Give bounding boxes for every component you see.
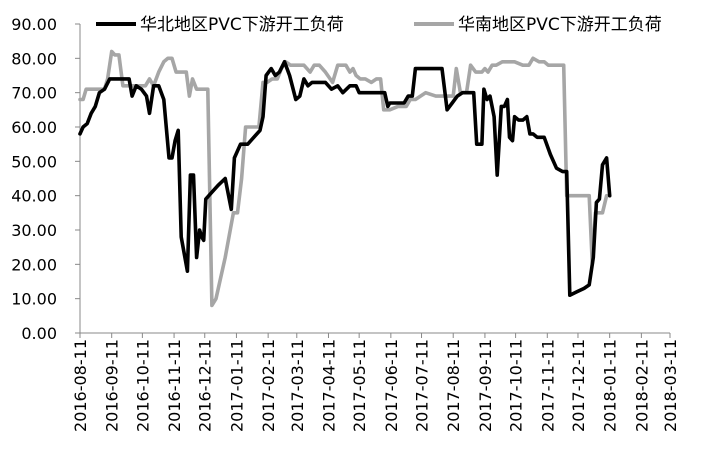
legend-label-north: 华北地区PVC下游开工负荷 [140, 15, 344, 35]
series-line-south [78, 49, 609, 308]
y-tick-label: 20.00 [11, 255, 57, 274]
x-tick-label: 2017-05-11 [350, 339, 369, 432]
x-tick-label: 2016-08-11 [71, 339, 90, 432]
x-tick-label: 2017-12-11 [569, 339, 588, 432]
x-tick-label: 2017-09-11 [476, 339, 495, 432]
x-tick-label: 2018-02-11 [632, 339, 651, 432]
x-tick-label: 2017-04-11 [319, 339, 338, 432]
x-tick-labels: 2016-08-11 2016-09-11 2016-10-11 2016-11-11… [71, 339, 680, 432]
y-tick-label: 10.00 [11, 290, 57, 309]
y-tick-labels: 0.00 10.00 20.00 30.00 40.00 50.00 60.00 70.00 8… [11, 15, 57, 343]
x-tick-label: 2017-10-11 [507, 339, 526, 432]
x-tick-label: 2017-07-11 [413, 339, 432, 432]
x-tick-label: 2017-03-11 [288, 339, 307, 432]
axes [75, 23, 671, 338]
series-line-north [78, 60, 612, 297]
y-tick-label: 90.00 [11, 15, 57, 34]
x-tick-label: 2017-06-11 [382, 339, 401, 432]
series-lines [78, 49, 612, 308]
x-tick-label: 2016-09-11 [103, 339, 122, 432]
x-tick-label: 2018-01-11 [601, 339, 620, 432]
x-tick-label: 2018-03-11 [661, 339, 680, 432]
y-tick-label: 80.00 [11, 49, 57, 68]
y-tick-label: 50.00 [11, 152, 57, 171]
legend: 华北地区PVC下游开工负荷 华南地区PVC下游开工负荷 [96, 15, 662, 35]
y-tick-label: 30.00 [11, 221, 57, 240]
x-tick-label: 2016-10-11 [133, 339, 152, 432]
y-tick-label: 60.00 [11, 118, 57, 137]
y-tick-label: 70.00 [11, 84, 57, 103]
y-tick-label: 0.00 [21, 324, 57, 343]
x-tick-label: 2016-12-11 [196, 339, 215, 432]
y-tick-label: 40.00 [11, 187, 57, 206]
x-tick-label: 2017-11-11 [538, 339, 557, 432]
x-tick-label: 2016-11-11 [165, 339, 184, 432]
legend-label-south: 华南地区PVC下游开工负荷 [458, 15, 662, 35]
x-tick-label: 2017-02-11 [259, 339, 278, 432]
x-tick-label: 2017-01-11 [227, 339, 246, 432]
x-tick-label: 2017-08-11 [444, 339, 463, 432]
